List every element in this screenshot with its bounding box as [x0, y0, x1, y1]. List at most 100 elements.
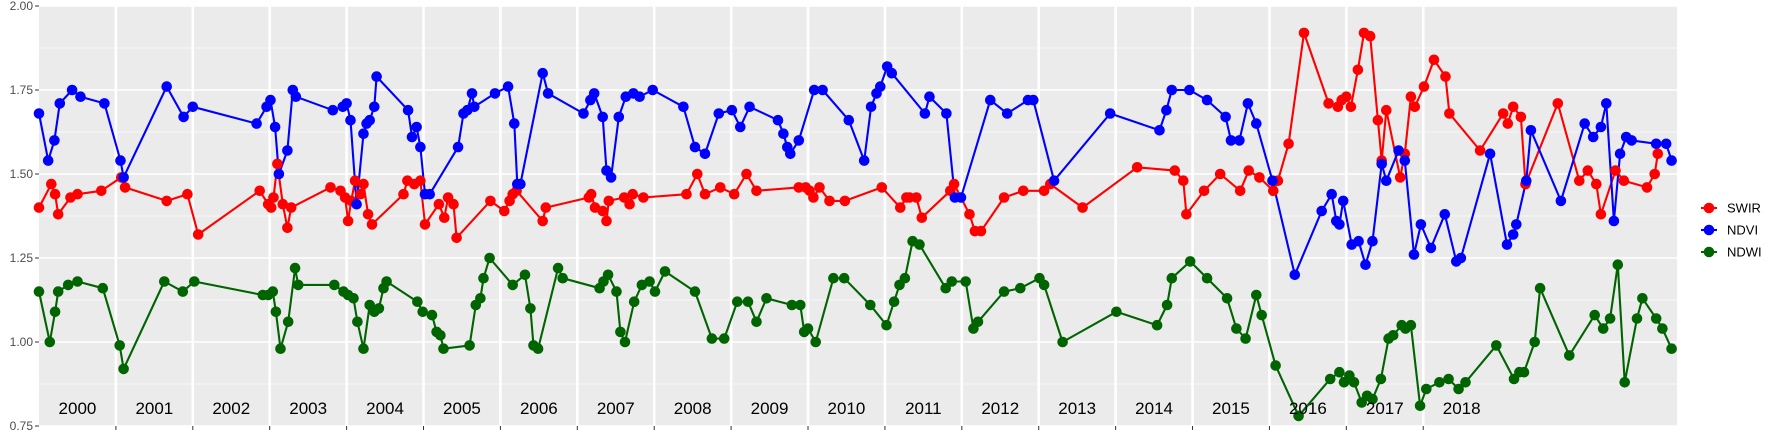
data-point-ndvi — [597, 111, 608, 123]
data-point-ndwi — [292, 279, 304, 291]
data-point-ndwi — [267, 286, 279, 297]
data-point-swir — [1507, 101, 1519, 113]
data-point-swir — [1409, 101, 1421, 113]
data-point-swir — [1641, 182, 1653, 193]
data-point-ndvi — [1525, 125, 1537, 136]
data-point-ndvi — [1048, 175, 1060, 186]
data-point-ndvi — [1614, 148, 1626, 160]
data-point-ndvi — [282, 145, 293, 156]
data-point-swir — [537, 215, 548, 227]
data-point-ndwi — [972, 316, 984, 328]
data-point-ndwi — [358, 343, 369, 355]
data-point-ndwi — [998, 286, 1010, 297]
data-point-ndwi — [1518, 366, 1530, 378]
data-point-ndwi — [628, 296, 640, 308]
data-point-swir — [268, 192, 279, 203]
data-point-ndvi — [269, 121, 281, 133]
data-point-ndwi — [644, 276, 655, 287]
legend-label: SWIR — [1727, 201, 1761, 216]
data-point-ndvi — [66, 84, 78, 96]
data-point-swir — [975, 225, 987, 237]
data-point-ndvi — [1234, 135, 1245, 146]
data-point-ndwi — [189, 276, 200, 287]
data-point-ndvi — [613, 111, 625, 123]
data-point-ndwi — [1270, 360, 1281, 371]
x-axis — [115, 426, 1424, 430]
data-point-ndvi — [1425, 242, 1437, 254]
data-point-ndvi — [1626, 135, 1637, 146]
data-point-ndvi — [424, 188, 436, 200]
data-point-swir — [1591, 178, 1602, 190]
data-point-swir — [119, 182, 131, 193]
data-point-ndwi — [1453, 383, 1464, 395]
data-point-ndvi — [1337, 195, 1349, 207]
data-point-swir — [1440, 71, 1451, 82]
data-point-ndvi — [785, 148, 796, 160]
data-point-swir — [998, 192, 1010, 203]
year-label: 2007 — [597, 399, 635, 418]
data-point-swir — [1214, 168, 1226, 180]
data-point-ndvi — [1289, 269, 1301, 281]
data-point-swir — [419, 219, 431, 230]
data-point-swir — [681, 188, 692, 200]
data-point-ndvi — [843, 114, 855, 126]
data-point-swir — [1268, 185, 1279, 197]
data-point-ndwi — [960, 276, 971, 287]
data-point-ndvi — [634, 91, 645, 102]
data-point-ndwi — [1375, 373, 1387, 385]
data-point-swir — [728, 188, 740, 200]
data-point-ndvi — [187, 101, 199, 113]
data-point-ndwi — [33, 286, 45, 297]
data-point-ndwi — [72, 276, 83, 287]
data-point-ndwi — [802, 323, 814, 334]
data-point-swir — [824, 195, 835, 207]
data-point-ndwi — [914, 239, 925, 250]
year-label: 2003 — [289, 399, 327, 418]
data-point-swir — [325, 182, 336, 193]
year-label: 2006 — [520, 399, 558, 418]
year-label: 2017 — [1366, 399, 1404, 418]
data-point-swir — [808, 192, 819, 203]
data-point-ndvi — [1507, 229, 1519, 240]
data-point-ndwi — [706, 333, 718, 344]
data-point-ndvi — [919, 108, 931, 119]
legend-key-point — [1703, 202, 1715, 214]
data-point-ndvi — [265, 94, 276, 106]
data-point-swir — [451, 232, 462, 244]
data-point-swir — [1552, 98, 1564, 109]
data-point-ndvi — [689, 141, 701, 153]
data-point-ndvi — [1650, 138, 1662, 150]
data-point-swir — [1649, 168, 1660, 180]
data-point-ndvi — [1166, 84, 1178, 96]
data-point-swir — [182, 188, 193, 200]
year-label: 2014 — [1135, 399, 1173, 418]
data-point-ndvi — [415, 141, 426, 153]
data-point-swir — [415, 175, 426, 186]
data-point-swir — [49, 188, 61, 200]
data-point-ndvi — [865, 101, 877, 113]
data-point-swir — [1038, 185, 1050, 197]
data-point-ndwi — [795, 299, 806, 311]
data-point-ndwi — [52, 286, 64, 297]
data-point-ndwi — [1597, 323, 1609, 334]
data-point-ndwi — [1201, 272, 1213, 284]
data-point-swir — [46, 178, 57, 190]
data-point-ndvi — [1501, 239, 1513, 250]
data-point-swir — [692, 168, 703, 180]
data-point-ndvi — [178, 111, 189, 123]
data-point-ndwi — [786, 299, 798, 311]
data-point-ndwi — [352, 316, 363, 328]
data-point-ndwi — [1251, 289, 1262, 301]
data-point-swir — [272, 158, 283, 170]
data-point-ndwi — [1221, 293, 1233, 304]
data-point-ndwi — [888, 296, 900, 308]
data-point-ndwi — [62, 279, 74, 291]
legend: SWIR NDVI NDWI — [1701, 201, 1762, 260]
data-point-swir — [1254, 172, 1265, 183]
data-point-swir — [1381, 104, 1392, 116]
data-point-ndvi — [886, 67, 898, 79]
data-point-ndwi — [275, 343, 286, 355]
data-point-ndwi — [532, 343, 544, 355]
data-point-ndwi — [1161, 299, 1173, 311]
legend-key-point — [1703, 246, 1715, 258]
